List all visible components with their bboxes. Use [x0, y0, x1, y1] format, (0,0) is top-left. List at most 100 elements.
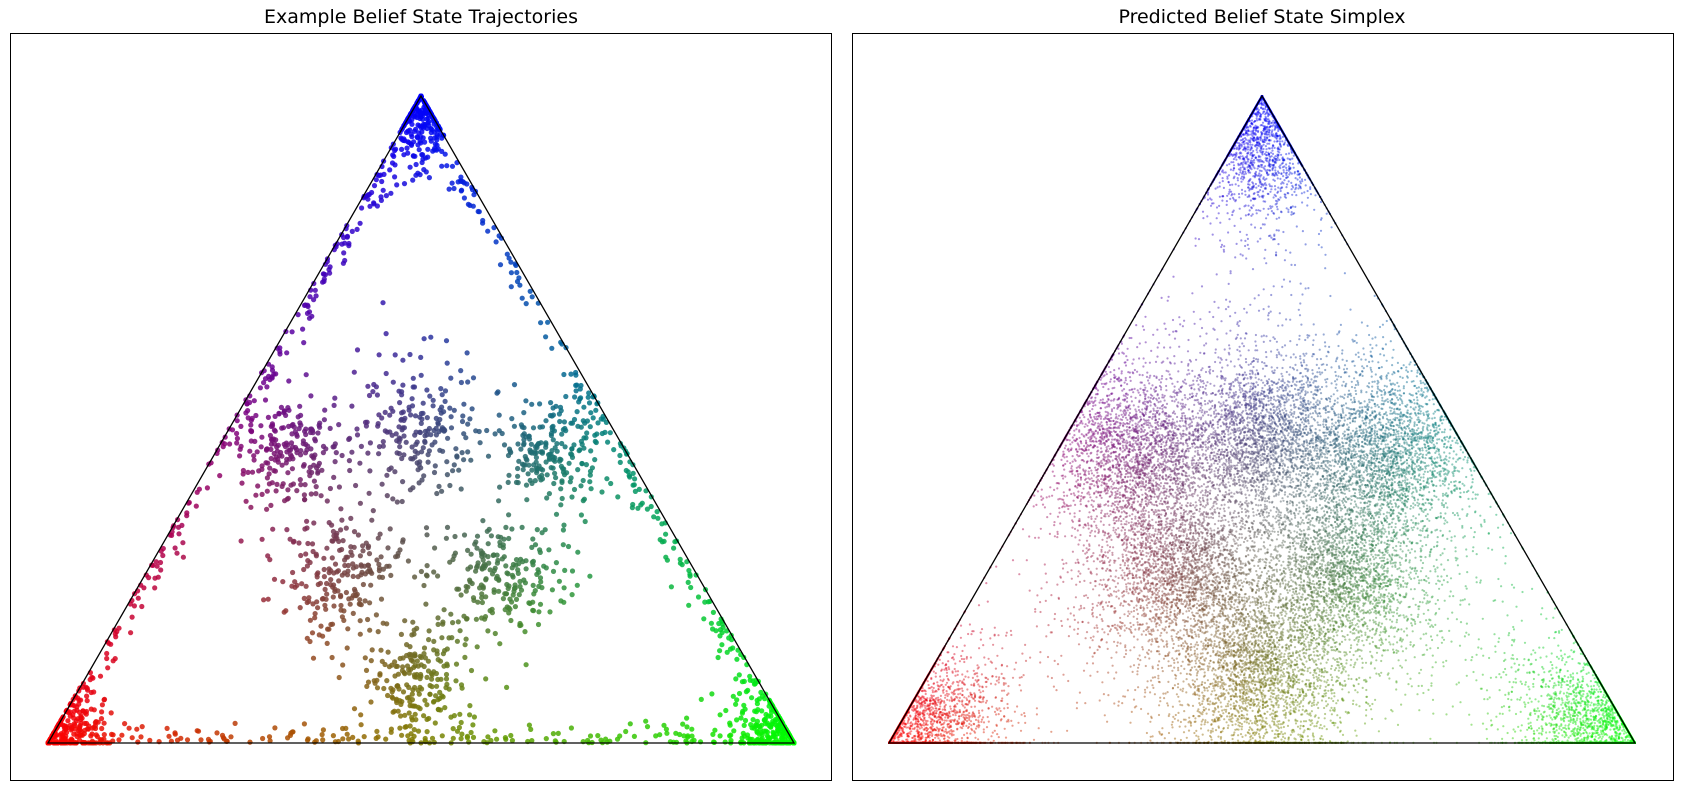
scatter-point — [365, 450, 371, 456]
scatter-point — [304, 563, 310, 569]
scatter-point — [303, 583, 309, 589]
scatter-point — [420, 135, 426, 141]
scatter-point — [371, 201, 377, 207]
scatter-point — [327, 485, 333, 492]
scatter-point-predicted — [1278, 140, 1281, 143]
scatter-point — [359, 205, 365, 211]
scatter-point — [467, 579, 473, 585]
scatter-point — [342, 562, 348, 569]
scatter-point — [477, 440, 483, 446]
scatter-point — [266, 734, 273, 740]
scatter-point-predicted — [1260, 165, 1263, 168]
scatter-point-predicted — [1291, 193, 1294, 196]
scatter-point — [380, 187, 386, 193]
scatter-point — [483, 594, 489, 600]
scatter-point — [747, 736, 753, 742]
scatter-point — [480, 220, 486, 226]
scatter-point — [566, 460, 572, 466]
scatter-point — [412, 653, 418, 659]
scatter-point-predicted — [1233, 193, 1236, 196]
scatter-point-predicted — [1267, 192, 1270, 196]
scatter-point — [409, 632, 415, 638]
scatter-point-predicted — [1235, 158, 1238, 161]
scatter-point — [512, 604, 519, 610]
scatter-point — [319, 596, 325, 602]
scatter-point — [391, 708, 397, 714]
scatter-point-predicted — [1292, 186, 1295, 189]
scatter-point — [371, 183, 378, 189]
scatter-point — [99, 725, 105, 732]
scatter-point — [516, 561, 522, 567]
scatter-point — [569, 592, 575, 598]
scatter-point — [505, 479, 511, 485]
scatter-point — [504, 684, 510, 691]
scatter-point — [134, 726, 140, 732]
scatter-point — [408, 412, 414, 418]
scatter-point-predicted — [1243, 176, 1246, 179]
scatter-point — [384, 472, 390, 478]
scatter-point-predicted — [1217, 212, 1220, 215]
scatter-point-predicted — [1252, 139, 1255, 143]
scatter-point — [418, 110, 424, 116]
scatter-point — [378, 647, 384, 653]
scatter-point — [494, 560, 500, 566]
scatter-point — [523, 558, 529, 564]
scatter-point — [376, 568, 382, 574]
scatter-point — [449, 180, 455, 186]
scatter-point — [478, 582, 484, 588]
scatter-point — [509, 565, 515, 571]
scatter-point-predicted — [1262, 150, 1265, 153]
scatter-point — [294, 433, 300, 439]
scatter-point-predicted — [1238, 157, 1242, 160]
scatter-point — [532, 542, 539, 548]
scatter-point-predicted — [1301, 201, 1304, 204]
scatter-point — [431, 739, 437, 745]
scatter-point — [568, 371, 574, 377]
scatter-point-predicted — [1235, 172, 1238, 175]
scatter-point — [340, 736, 346, 742]
scatter-point — [412, 432, 418, 438]
scatter-point — [577, 386, 583, 392]
scatter-point — [339, 546, 345, 553]
scatter-point — [577, 447, 583, 453]
scatter-point — [376, 451, 382, 457]
scatter-point — [345, 626, 351, 632]
scatter-point — [663, 554, 669, 560]
scatter-point — [312, 615, 318, 621]
scatter-point — [297, 403, 303, 409]
scatter-point — [560, 542, 566, 548]
scatter-point — [729, 637, 735, 643]
scatter-point — [535, 466, 541, 472]
scatter-point — [311, 297, 317, 303]
scatter-point — [421, 645, 428, 651]
scatter-point-predicted — [1264, 118, 1267, 121]
scatter-point — [548, 432, 555, 439]
scatter-point — [546, 491, 553, 497]
scatter-point-predicted — [1209, 204, 1213, 207]
scatter-point — [400, 357, 406, 363]
scatter-point — [340, 538, 346, 544]
scatter-point — [251, 457, 257, 463]
scatter-point-predicted — [1247, 130, 1250, 133]
scatter-point-predicted — [1248, 209, 1251, 212]
scatter-point — [585, 737, 591, 744]
scatter-point — [261, 597, 267, 603]
scatter-point — [754, 722, 760, 728]
scatter-point — [422, 433, 428, 439]
scatter-point-predicted — [1259, 209, 1262, 212]
scatter-point — [350, 734, 356, 741]
scatter-point-predicted — [1260, 133, 1263, 136]
scatter-point — [234, 418, 240, 424]
scatter-point-predicted — [1251, 143, 1254, 146]
scatter-point — [573, 369, 579, 376]
scatter-point — [377, 531, 383, 537]
scatter-point — [455, 619, 461, 625]
scatter-point-predicted — [1255, 186, 1258, 189]
scatter-point-predicted — [1265, 148, 1268, 151]
scatter-point — [282, 408, 288, 414]
scatter-point-predicted — [1241, 155, 1244, 158]
scatter-point-predicted — [1281, 285, 1284, 288]
scatter-point — [443, 685, 449, 691]
scatter-point-predicted — [1258, 180, 1261, 183]
scatter-point — [240, 467, 246, 474]
